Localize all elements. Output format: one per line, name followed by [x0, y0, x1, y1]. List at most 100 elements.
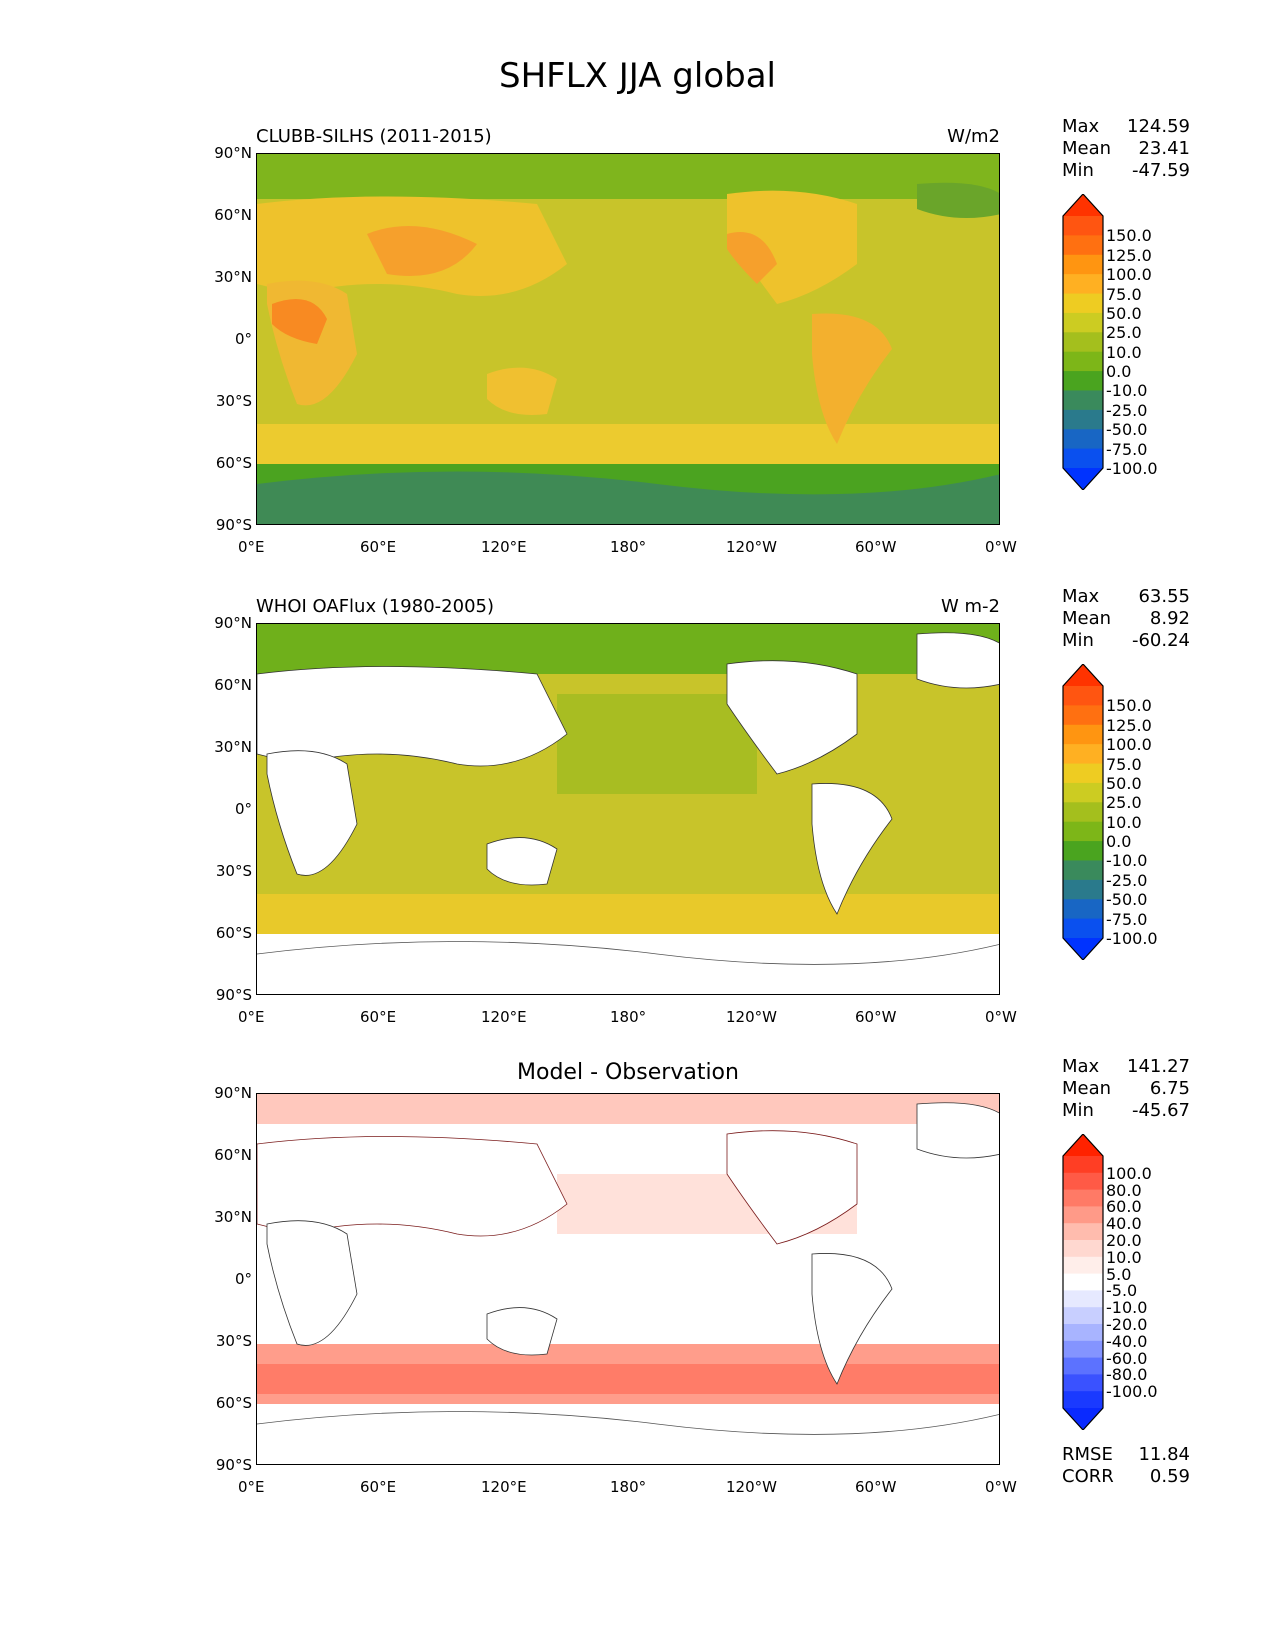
difference-metrics: RMSE 11.84 CORR 0.59 [1062, 1444, 1190, 1488]
colorbar-bin [1063, 1189, 1103, 1207]
rmse-value: 11.84 [1138, 1444, 1190, 1465]
colorbar-tick-label: -50.0 [1106, 420, 1148, 440]
colorbar-bin [1063, 763, 1103, 784]
lat-label: 60°S [215, 454, 252, 472]
colorbar-outline [1062, 1134, 1104, 1430]
stat-mean-value: 6.75 [1149, 1078, 1190, 1099]
lon-label: 60°E [360, 1478, 397, 1496]
panel-stats: Max 63.55 Mean 8.92 Min -60.24 [1062, 586, 1190, 652]
lat-label: 0° [234, 1270, 252, 1288]
colorbar [1062, 194, 1104, 490]
colorbar-bin [1063, 1290, 1103, 1308]
lat-label: 30°S [215, 862, 252, 880]
lat-label: 30°S [215, 392, 252, 410]
colorbar-extend-top [1063, 1134, 1103, 1156]
colorbar-bin [1063, 686, 1103, 706]
north-america-hot [727, 232, 777, 284]
colorbar-tick-label: 150.0 [1106, 696, 1152, 716]
lat-label: 30°S [215, 1332, 252, 1350]
colorbar-tick-label: 60.0 [1106, 1197, 1142, 1217]
colorbar-tick-label: 5.0 [1106, 1264, 1132, 1284]
colorbar-bin [1063, 1307, 1103, 1325]
panel-observation: WHOI OAFlux (1980-2005) W m-2 90°N 60°N … [0, 470, 1275, 1026]
colorbar-bin [1063, 705, 1103, 726]
lat-label: 60°S [215, 924, 252, 942]
colorbar-bin [1063, 390, 1103, 411]
lon-label: 0°W [985, 538, 1017, 556]
colorbar-bin [1063, 216, 1103, 236]
stat-max-label: Max [1062, 1056, 1100, 1077]
difference-map [256, 1093, 1000, 1465]
colorbar-extend-bottom [1063, 938, 1103, 960]
colorbar-tick-label: -10.0 [1106, 851, 1148, 871]
lon-label: 0°W [985, 1478, 1017, 1496]
stat-max-value: 63.55 [1138, 586, 1190, 607]
lon-label: 120°W [726, 1008, 777, 1026]
stat-mean-label: Mean [1062, 1078, 1112, 1099]
antarctica-coastline [257, 1411, 999, 1435]
corr-value: 0.59 [1149, 1466, 1190, 1487]
stat-mean-label: Mean [1062, 138, 1112, 159]
colorbar-tick-label: 50.0 [1106, 773, 1142, 793]
greenland-land [916, 632, 999, 689]
antarctica-coastline [257, 941, 999, 965]
lon-label: 60°W [855, 538, 897, 556]
lon-label: 180° [610, 538, 647, 556]
colorbar-bin [1063, 1172, 1103, 1191]
antarctica-cold-zone [257, 471, 999, 524]
colorbar-tick-label: 100.0 [1106, 735, 1152, 755]
colorbar-bin [1063, 1340, 1103, 1359]
colorbar-tick-label: -20.0 [1106, 1315, 1148, 1334]
colorbar-tick-label: -100.0 [1106, 929, 1158, 948]
southern-ocean-band [257, 894, 999, 934]
colorbar-bin [1063, 860, 1103, 881]
colorbar-bin [1063, 351, 1103, 372]
colorbar-bin [1063, 293, 1103, 314]
rmse-label: RMSE [1062, 1444, 1113, 1465]
observation-map [256, 623, 1000, 995]
colorbar-bin [1063, 899, 1103, 920]
lon-label: 120°W [726, 538, 777, 556]
colorbar-tick-label: -100.0 [1106, 1382, 1158, 1402]
colorbar-outline [1062, 194, 1104, 490]
colorbar-tick-label: -25.0 [1106, 870, 1148, 890]
stat-min-value: -45.67 [1131, 1100, 1190, 1121]
colorbar-bin [1063, 1206, 1103, 1224]
colorbar-bin [1063, 274, 1103, 295]
colorbar-bin [1063, 254, 1103, 275]
stat-min-label: Min [1062, 630, 1094, 651]
colorbar-bin [1063, 312, 1103, 333]
lon-label: 180° [610, 1478, 647, 1496]
southern-ocean-band [257, 424, 999, 464]
central-asia-hot [367, 226, 477, 276]
colorbar-bin [1063, 1391, 1103, 1409]
panel-difference: Model - Observation 90°N 60°N 30°N 0° 30… [0, 940, 1275, 1496]
colorbar-tick-label: -25.0 [1106, 400, 1148, 420]
greenland-land [916, 1102, 999, 1159]
colorbar-tick-label: 40.0 [1106, 1214, 1142, 1234]
colorbar-bin [1063, 1156, 1103, 1174]
colorbar-tick-label: 75.0 [1106, 284, 1142, 304]
lon-label: 0°E [238, 538, 265, 556]
lon-label: 180° [610, 1008, 647, 1026]
lon-label: 120°E [481, 1478, 527, 1496]
colorbar-bin [1063, 918, 1103, 939]
observation-map-svg [257, 624, 999, 994]
greenland-land [917, 182, 999, 218]
colorbar-bin [1063, 879, 1103, 900]
colorbar [1062, 1134, 1104, 1430]
colorbar-bin [1063, 744, 1103, 765]
stat-mean-label: Mean [1062, 608, 1112, 629]
stat-min-label: Min [1062, 160, 1094, 181]
colorbar-tick-label: 10.0 [1106, 342, 1142, 362]
lon-label: 60°W [855, 1008, 897, 1026]
colorbar-bin [1063, 821, 1103, 842]
lon-label: 120°E [481, 1008, 527, 1026]
eurasia-land [257, 1136, 568, 1237]
stat-mean-value: 8.92 [1149, 608, 1190, 629]
lat-label: 60°S [215, 1394, 252, 1412]
south-america-land [811, 1253, 893, 1385]
colorbar-tick-label: -80.0 [1106, 1365, 1148, 1385]
lat-label: 90°N [214, 144, 252, 162]
lat-label: 60°N [214, 206, 252, 224]
